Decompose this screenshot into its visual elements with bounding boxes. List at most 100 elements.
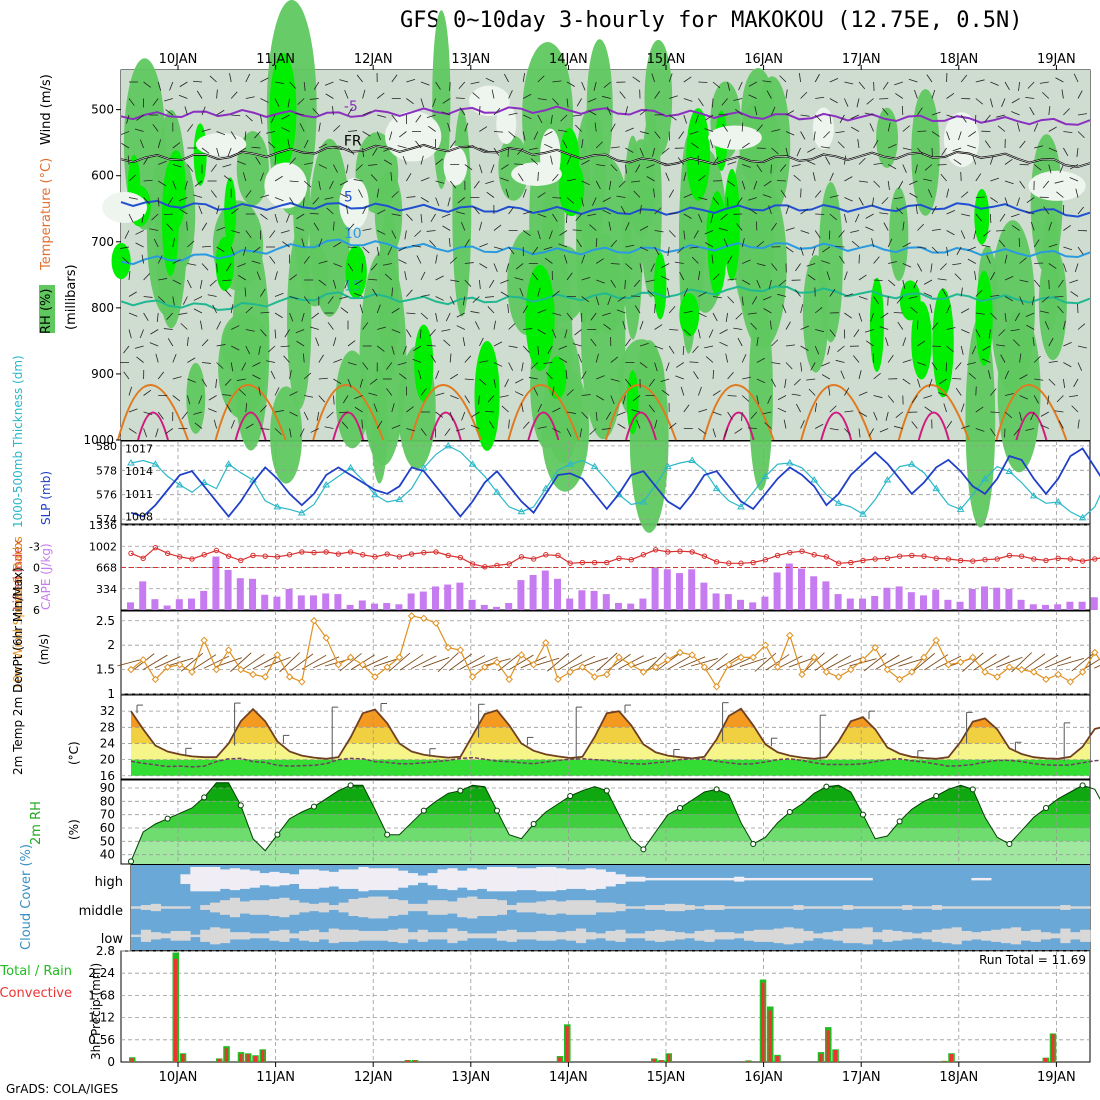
rh-point	[1006, 841, 1013, 847]
cloud-row-middle: middle	[79, 904, 123, 919]
wind-barb	[406, 196, 416, 198]
wind-barb	[566, 312, 573, 321]
lifted-point	[262, 553, 268, 559]
wind-barb	[391, 74, 398, 83]
cloud-cell	[526, 868, 537, 891]
wind-barb	[873, 411, 878, 421]
wind-barb	[362, 655, 388, 669]
wind-barb	[172, 395, 181, 402]
wind-barb	[660, 275, 670, 281]
wind-barb	[344, 90, 349, 99]
wind-barb	[415, 140, 422, 149]
cloud-cell	[536, 930, 547, 941]
wind-barb	[869, 123, 874, 132]
wind-barb	[962, 652, 984, 672]
rh-high-region	[899, 280, 921, 321]
wind-barb	[617, 296, 626, 302]
wind-barb	[473, 206, 480, 215]
lifted-point	[164, 550, 171, 557]
cloud-cell	[427, 900, 438, 915]
cape-bar	[407, 593, 415, 610]
wind-barb	[800, 325, 810, 330]
wind-barb	[187, 124, 194, 132]
wind-barb	[566, 197, 575, 204]
cloud-cell	[368, 868, 379, 891]
panel-frame	[120, 610, 1091, 695]
lifted-point	[494, 562, 500, 569]
wind-barb	[505, 263, 509, 273]
wind-barb	[462, 296, 466, 306]
wind-barb	[654, 131, 661, 139]
wind-barb	[238, 389, 247, 396]
wind-barb	[230, 246, 235, 256]
wind-barb	[946, 131, 950, 141]
wind-barb	[224, 378, 232, 386]
wind-barb	[449, 411, 454, 421]
wind-barb	[636, 420, 641, 429]
wind-speed-point	[407, 612, 416, 620]
wind-barb	[844, 155, 847, 165]
wind-barb	[756, 395, 760, 405]
wind-barb	[738, 81, 743, 91]
wind-barb	[705, 356, 714, 363]
wind-barb	[975, 406, 984, 413]
slp-tick: 1014	[125, 465, 153, 478]
wind-barb	[537, 329, 546, 335]
cloud-cell	[566, 930, 577, 941]
wind-barb	[719, 329, 728, 335]
cloud-cell	[239, 901, 250, 914]
rh-high-region	[653, 252, 667, 320]
wind-barb	[391, 230, 397, 239]
cape-bar	[371, 603, 378, 610]
top-date-label: 15JAN	[647, 52, 686, 67]
wind-barb	[931, 131, 940, 137]
rh2m-unit: (%)	[67, 819, 81, 840]
wind-barb	[504, 73, 509, 83]
wind-barb	[430, 213, 436, 222]
wind-barb	[245, 329, 255, 332]
warm-contour	[897, 384, 970, 441]
wind-barb	[489, 279, 495, 288]
wind-barb	[241, 362, 247, 371]
wind-barb	[215, 378, 217, 388]
wind-barb	[563, 254, 568, 264]
wind-speed-point	[346, 653, 355, 662]
wind-barb	[303, 81, 306, 91]
wind-barb	[961, 329, 970, 334]
wind-barb	[143, 411, 153, 416]
rh-mid-region	[818, 181, 843, 343]
cloud-cell	[684, 877, 695, 881]
cloud-cell	[971, 932, 982, 940]
y-tick-label: 600	[91, 169, 114, 183]
temp-tick: 16	[100, 769, 115, 783]
wind-barb	[692, 345, 699, 354]
wind-barb	[143, 156, 149, 165]
cloud-cell	[645, 930, 656, 941]
wind-barb	[1048, 243, 1058, 248]
cloud-cell	[496, 900, 507, 915]
wind-barb	[523, 210, 532, 215]
cape-bar	[139, 581, 147, 610]
wind-barb	[301, 312, 305, 322]
wind-barb	[739, 657, 767, 668]
cloud-cell	[1010, 927, 1022, 945]
wind-barb	[814, 114, 822, 122]
wind-barb	[157, 296, 166, 303]
wind-barb	[813, 131, 816, 141]
lifted-point	[738, 560, 744, 566]
cloud-cell	[832, 877, 844, 881]
wind-barb	[917, 223, 925, 231]
cloud-cell	[210, 927, 221, 945]
cape-bar	[346, 604, 354, 610]
cloud-cell	[981, 877, 992, 881]
lifted-point	[518, 554, 525, 560]
lifted-point	[506, 561, 512, 567]
cloud-cell	[921, 906, 933, 909]
wind-barb	[464, 122, 469, 132]
wind-barb	[157, 371, 165, 380]
wind-barb	[444, 428, 451, 436]
wind-barb	[581, 276, 591, 281]
wind-barb	[1082, 658, 1100, 671]
wind-barb	[1055, 77, 1064, 83]
